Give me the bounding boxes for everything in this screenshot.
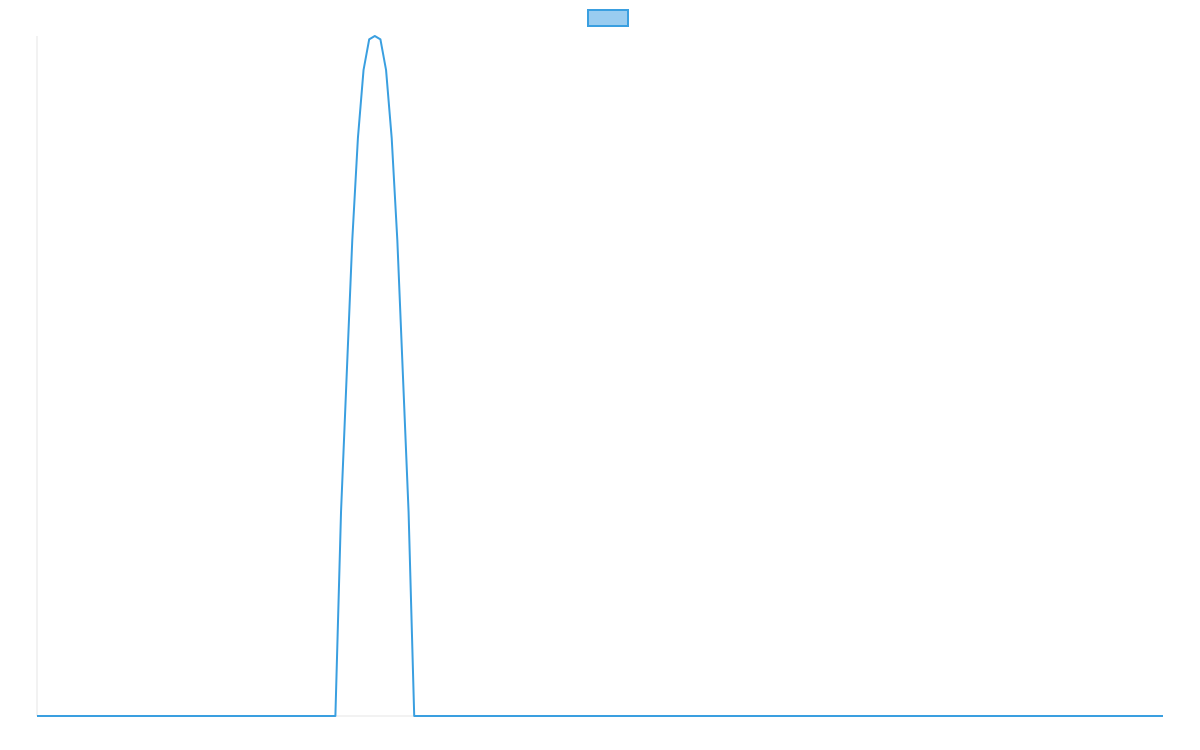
legend-swatch[interactable]	[587, 9, 629, 27]
series-line	[37, 35, 1163, 717]
series-layer	[37, 35, 1163, 717]
legend	[587, 9, 629, 27]
axes	[36, 36, 1163, 717]
